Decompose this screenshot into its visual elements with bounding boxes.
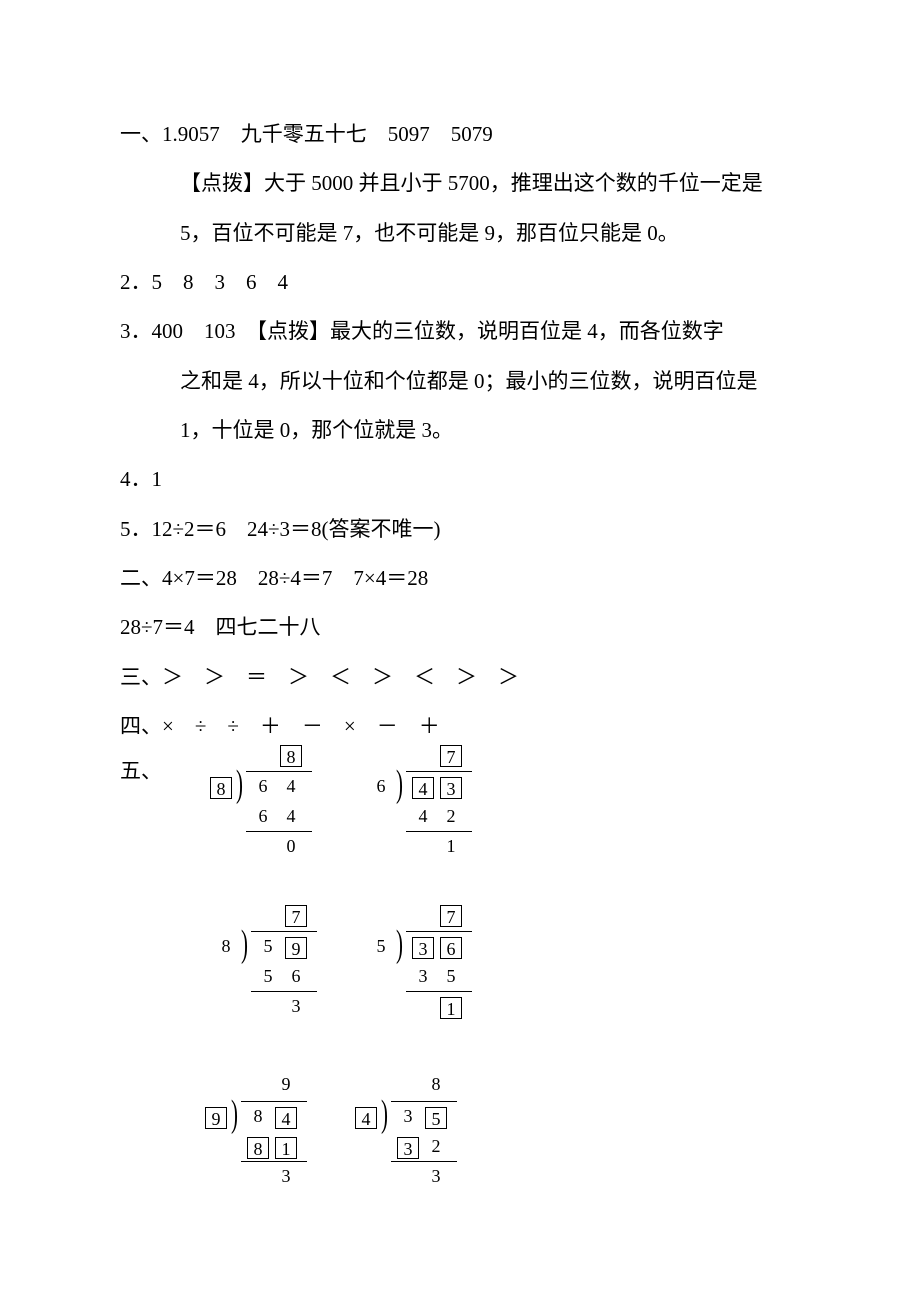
sub-digit-0: 4 — [412, 807, 434, 825]
quotient: 9 — [275, 1075, 297, 1093]
sub-digit-0: 3 — [397, 1137, 419, 1159]
vinculum — [406, 931, 472, 932]
dividend-digit-1: 4 — [275, 1107, 297, 1129]
sec1-l5: 5．12÷2＝6 24÷3＝8(答案不唯一) — [120, 505, 805, 554]
quotient: 7 — [440, 905, 462, 927]
sec2-l2: 28÷7＝4 四七二十八 — [120, 603, 805, 652]
dividend-digit-0: 8 — [247, 1107, 269, 1125]
sub-digit-1: 1 — [275, 1137, 297, 1159]
division-bracket: ) — [396, 925, 403, 963]
long-division-d4: 75)36351 — [370, 905, 500, 1045]
remainder: 3 — [285, 997, 307, 1015]
division-bracket: ) — [231, 1095, 238, 1133]
long-division-d3: 7 8) 5956 3 — [215, 905, 345, 1045]
divisor: 4 — [355, 1107, 377, 1129]
sec1-l3c: 1，十位是 0，那个位就是 3。 — [120, 406, 805, 455]
sub-line — [241, 1161, 307, 1162]
long-division-d2: 7 6) 4342 1 — [370, 745, 500, 885]
dividend-digit-1: 4 — [280, 777, 302, 795]
sub-digit-0: 3 — [412, 967, 434, 985]
divisor: 5 — [370, 937, 392, 955]
division-bracket: ) — [236, 765, 243, 803]
dividend-digit-1: 5 — [425, 1107, 447, 1129]
sub-line — [246, 831, 312, 832]
division-bracket: ) — [396, 765, 403, 803]
dividend-digit-0: 5 — [257, 937, 279, 955]
page: 一、1.9057 九千零五十七 5097 5079 【点拨】大于 5000 并且… — [0, 0, 920, 1302]
sec2-l1: 二、4×7＝28 28÷4＝7 7×4＝28 — [120, 554, 805, 603]
sub-line — [406, 991, 472, 992]
sub-digit-0: 8 — [247, 1137, 269, 1159]
sec4-l1: 四、× ÷ ÷ ＋ － × － ＋ — [120, 702, 805, 751]
sec3-l1: 三、＞ ＞ ＝ ＞ ＜ ＞ ＜ ＞ ＞ — [120, 653, 805, 702]
divisor: 8 — [215, 937, 237, 955]
sub-digit-0: 5 — [257, 967, 279, 985]
remainder: 1 — [440, 837, 462, 855]
sub-line — [251, 991, 317, 992]
sec1-l3a: 3．400 103 【点拨】最大的三位数，说明百位是 4，而各位数字 — [120, 307, 805, 356]
division-bracket: ) — [381, 1095, 388, 1133]
sub-digit-1: 4 — [280, 807, 302, 825]
remainder: 0 — [280, 837, 302, 855]
sec1-l3b: 之和是 4，所以十位和个位都是 0；最小的三位数，说明百位是 — [120, 357, 805, 406]
sec1-l2: 2．5 8 3 6 4 — [120, 258, 805, 307]
quotient: 8 — [425, 1075, 447, 1093]
dividend-digit-1: 9 — [285, 937, 307, 959]
vinculum — [406, 771, 472, 772]
sub-digit-1: 5 — [440, 967, 462, 985]
long-division-d1: 8 8) 6464 0 — [210, 745, 340, 885]
remainder: 3 — [275, 1167, 297, 1185]
divisor: 9 — [205, 1107, 227, 1129]
dividend-digit-0: 3 — [412, 937, 434, 959]
sec1-hint1a: 【点拨】大于 5000 并且小于 5700，推理出这个数的千位一定是 — [120, 159, 805, 208]
remainder: 3 — [425, 1167, 447, 1185]
sub-digit-1: 2 — [440, 807, 462, 825]
vinculum — [391, 1101, 457, 1102]
quotient: 7 — [440, 745, 462, 767]
sec1-l4: 4．1 — [120, 455, 805, 504]
sub-digit-1: 6 — [285, 967, 307, 985]
dividend-digit-0: 3 — [397, 1107, 419, 1125]
remainder: 1 — [440, 997, 462, 1019]
vinculum — [246, 771, 312, 772]
sec1-l1: 一、1.9057 九千零五十七 5097 5079 — [120, 110, 805, 159]
vinculum — [241, 1101, 307, 1102]
sub-digit-0: 6 — [252, 807, 274, 825]
dividend-digit-0: 6 — [252, 777, 274, 795]
divisor: 8 — [210, 777, 232, 799]
quotient: 8 — [280, 745, 302, 767]
dividend-digit-1: 3 — [440, 777, 462, 799]
sec5-label: 五、 — [120, 747, 162, 796]
dividend-digit-1: 6 — [440, 937, 462, 959]
quotient: 7 — [285, 905, 307, 927]
division-bracket: ) — [241, 925, 248, 963]
dividend-digit-0: 4 — [412, 777, 434, 799]
sec5-wrap: 五、 88)6464076)4342178)5956375)3635199)84… — [120, 745, 805, 1255]
long-division-d6: 84)35323 — [355, 1075, 485, 1215]
vinculum — [251, 931, 317, 932]
sec1-hint1b: 5，百位不可能是 7，也不可能是 9，那百位只能是 0。 — [120, 209, 805, 258]
sub-digit-1: 2 — [425, 1137, 447, 1155]
long-division-d5: 9 9) 8481 3 — [205, 1075, 335, 1215]
sub-line — [406, 831, 472, 832]
divisor: 6 — [370, 777, 392, 795]
sub-line — [391, 1161, 457, 1162]
